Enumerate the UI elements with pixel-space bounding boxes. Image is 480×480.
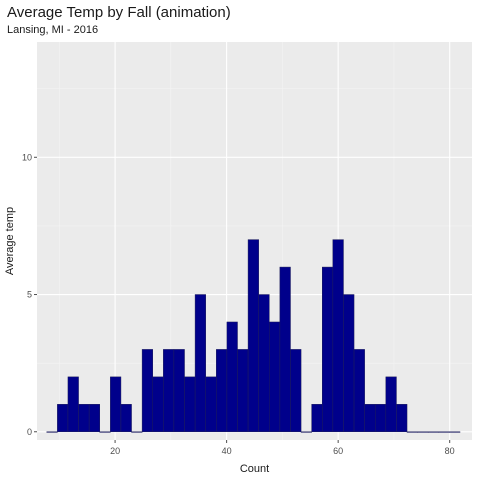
histogram-bar bbox=[279, 266, 291, 433]
histogram-bar bbox=[141, 349, 153, 433]
histogram-bar bbox=[78, 404, 90, 433]
histogram-bar bbox=[205, 376, 217, 433]
histogram-bar bbox=[88, 404, 100, 433]
histogram-bar bbox=[57, 404, 69, 433]
histogram-bar bbox=[300, 431, 312, 433]
histogram-bar bbox=[417, 431, 429, 433]
x-tick-label: 80 bbox=[445, 446, 455, 456]
histogram-bar bbox=[396, 404, 408, 433]
x-tick-label: 60 bbox=[333, 446, 343, 456]
histogram-bar bbox=[194, 294, 206, 433]
histogram-bar bbox=[226, 321, 238, 433]
histogram-bar bbox=[290, 349, 302, 433]
histogram-bar bbox=[311, 404, 323, 433]
histogram-bars bbox=[46, 239, 461, 433]
histogram-bar bbox=[406, 431, 418, 433]
axis-ticks: 20 40 60 80 0 5 10 bbox=[22, 152, 455, 456]
histogram-bar bbox=[99, 431, 111, 433]
histogram-bar bbox=[364, 404, 376, 433]
histogram-bar bbox=[247, 239, 259, 433]
x-axis-title: Count bbox=[240, 463, 269, 475]
chart-title: Average Temp by Fall (animation) bbox=[7, 4, 231, 21]
histogram-bar bbox=[110, 376, 122, 433]
histogram-bar bbox=[258, 294, 270, 433]
histogram-bar bbox=[216, 349, 228, 433]
y-tick-label: 5 bbox=[27, 290, 32, 300]
y-axis-title: Average temp bbox=[4, 207, 16, 275]
histogram-bar bbox=[374, 404, 387, 433]
histogram-bar bbox=[120, 404, 132, 433]
histogram-bar bbox=[46, 431, 58, 433]
chart-subtitle: Lansing, MI - 2016 bbox=[7, 24, 99, 36]
histogram-bar bbox=[237, 349, 249, 433]
histogram-bar bbox=[269, 321, 281, 433]
histogram-bar bbox=[152, 376, 164, 433]
y-tick-label: 0 bbox=[27, 427, 32, 437]
histogram-bar bbox=[385, 376, 397, 433]
x-tick-label: 20 bbox=[110, 446, 120, 456]
histogram-bar bbox=[332, 239, 344, 433]
histogram-bar bbox=[438, 431, 450, 433]
histogram-bar bbox=[343, 294, 355, 433]
x-tick-label: 40 bbox=[222, 446, 232, 456]
histogram-bar bbox=[353, 349, 365, 433]
histogram-bar bbox=[173, 349, 185, 433]
histogram-bar bbox=[322, 266, 334, 433]
histogram-bar bbox=[67, 376, 79, 433]
histogram-bar bbox=[449, 431, 461, 433]
histogram-bar bbox=[163, 349, 175, 433]
histogram-bar bbox=[184, 376, 196, 433]
y-tick-label: 10 bbox=[22, 152, 32, 162]
histogram-bar bbox=[427, 431, 440, 433]
histogram-bar bbox=[131, 431, 143, 433]
